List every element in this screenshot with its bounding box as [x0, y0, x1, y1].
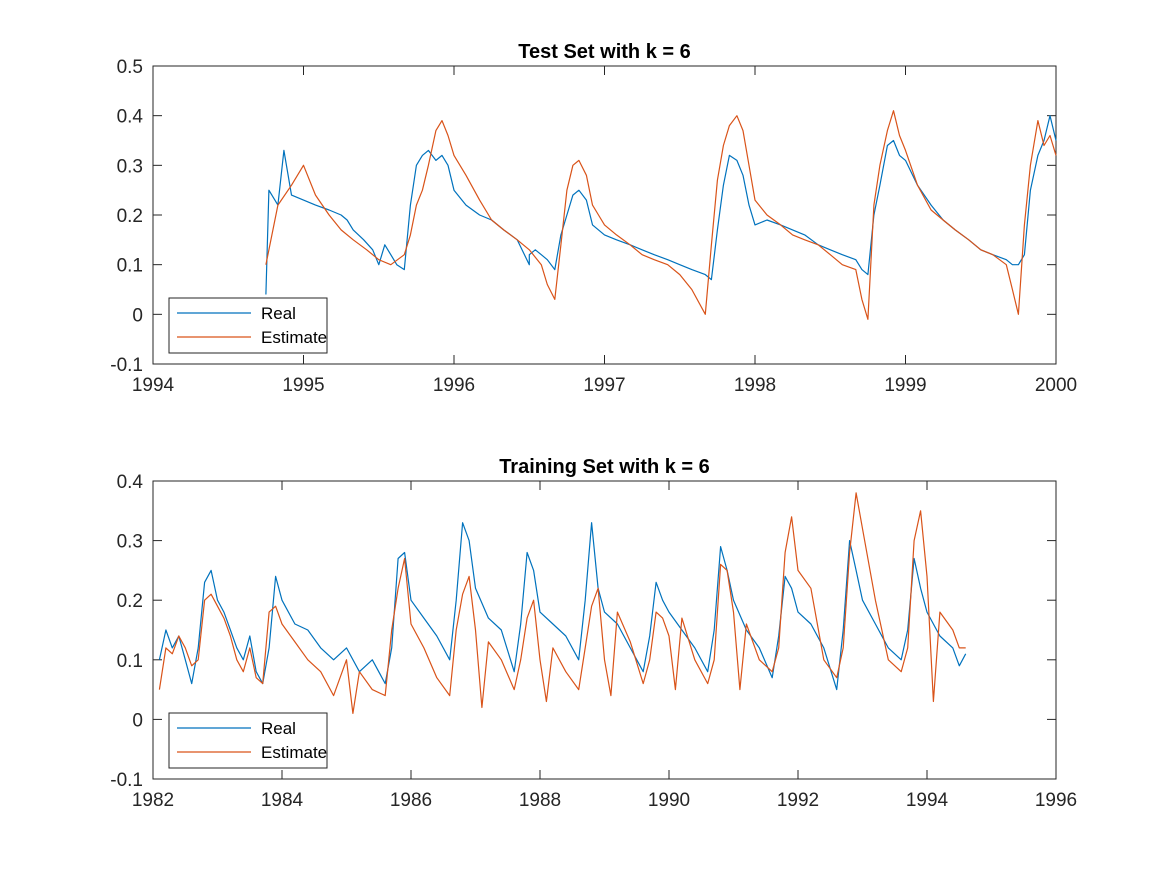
x-tick-label: 1999: [884, 375, 926, 396]
y-tick-label: 0.1: [117, 651, 143, 672]
x-tick-label: 1998: [734, 375, 776, 396]
series-line-estimate: [265, 110, 1057, 320]
x-tick-label: 1990: [648, 790, 690, 811]
legend-label: Estimate: [261, 743, 327, 762]
x-tick-label: 1984: [261, 790, 304, 811]
y-tick-label: 0: [132, 305, 143, 326]
y-tick-label: 0.4: [117, 107, 144, 128]
y-tick-label: -0.1: [110, 355, 143, 376]
y-tick-label: 0.2: [117, 206, 143, 227]
x-tick-label: 1995: [282, 375, 324, 396]
y-tick-label: 0: [132, 710, 143, 731]
x-tick-label: 2000: [1035, 375, 1077, 396]
y-tick-label: -0.1: [110, 770, 143, 791]
x-tick-label: 1994: [132, 375, 175, 396]
chart-title: Test Set with k = 6: [518, 41, 690, 63]
y-tick-label: 0.4: [117, 472, 144, 493]
legend-label: Real: [261, 304, 296, 323]
training-set-plot: 1982 1984 1986 1988 1990 1992 1994 1996 -0.1 0 0.1…: [110, 456, 1077, 811]
series-line-real: [158, 522, 967, 691]
x-tick-label: 1997: [583, 375, 625, 396]
x-tick-label: 1988: [519, 790, 561, 811]
x-tick-label: 1994: [906, 790, 949, 811]
series-line-real: [265, 115, 1057, 295]
y-tick-label: 0.3: [117, 156, 143, 177]
axes-box: [152, 480, 1057, 780]
legend-label: Estimate: [261, 328, 327, 347]
x-tick-label: 1992: [777, 790, 819, 811]
chart-title: Training Set with k = 6: [499, 456, 710, 478]
y-tick-label: 0.1: [117, 256, 143, 277]
legend: [168, 712, 328, 769]
y-tick-label: 0.5: [117, 57, 143, 78]
test-set-plot: 1994 1995 1996 1997 1998 1999 2000 -0.1 0 0.1 0.2 0…: [110, 41, 1077, 396]
legend-label: Real: [261, 719, 296, 738]
series-line-estimate: [158, 492, 966, 715]
y-tick-label: 0.3: [117, 532, 143, 553]
y-tick-label: 0.2: [117, 591, 143, 612]
x-tick-label: 1996: [433, 375, 475, 396]
x-tick-label: 1996: [1035, 790, 1077, 811]
legend: [168, 297, 328, 354]
x-tick-label: 1986: [390, 790, 432, 811]
x-tick-label: 1982: [132, 790, 174, 811]
